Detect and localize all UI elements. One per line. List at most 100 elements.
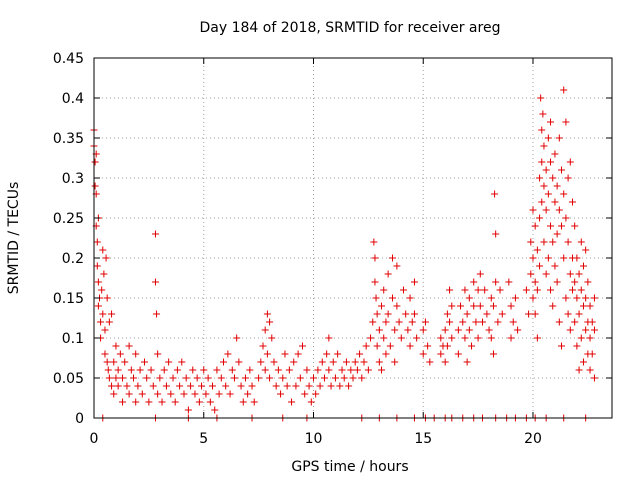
y-axis-label: SRMTID / TECUs [6, 182, 22, 295]
data-point [349, 374, 357, 382]
data-point [481, 286, 489, 294]
data-point [544, 134, 552, 142]
data-point [547, 158, 555, 166]
data-point [380, 286, 388, 294]
data-point [496, 286, 504, 294]
data-point [443, 310, 451, 318]
grid-lines [94, 58, 612, 418]
data-point [533, 246, 541, 254]
data-point [140, 358, 148, 366]
data-point [182, 374, 190, 382]
data-point [511, 294, 519, 302]
data-point [566, 326, 574, 334]
axis-ticks [93, 57, 612, 419]
data-point [151, 230, 159, 238]
data-point [103, 294, 111, 302]
data-point [551, 262, 559, 270]
data-point [91, 182, 99, 190]
data-point [586, 334, 594, 342]
data-point [154, 390, 162, 398]
data-point [498, 310, 506, 318]
data-point [263, 310, 271, 318]
data-point [132, 350, 140, 358]
data-point [314, 366, 322, 374]
data-point [345, 382, 353, 390]
data-point [489, 302, 497, 310]
data-point [560, 86, 568, 94]
data-point [454, 326, 462, 334]
data-point [244, 390, 252, 398]
data-point [542, 270, 550, 278]
data-point [323, 350, 331, 358]
data-point [492, 278, 500, 286]
y-tick-label: 0.3 [62, 171, 84, 187]
data-point [114, 382, 122, 390]
data-point [222, 382, 230, 390]
data-point [540, 238, 548, 246]
data-point [564, 174, 572, 182]
data-point [426, 358, 434, 366]
data-point [101, 350, 109, 358]
data-point [577, 238, 585, 246]
data-point [461, 334, 469, 342]
data-point [590, 374, 598, 382]
data-point [112, 374, 120, 382]
data-point [211, 406, 219, 414]
data-point [239, 398, 247, 406]
data-point [402, 310, 410, 318]
data-point [579, 262, 587, 270]
data-point [226, 390, 234, 398]
data-point [406, 294, 414, 302]
data-point [461, 286, 469, 294]
data-point [233, 334, 241, 342]
data-point [538, 126, 546, 134]
data-point [156, 374, 164, 382]
data-point [384, 270, 392, 278]
data-point [108, 382, 116, 390]
data-point [536, 214, 544, 222]
data-point [329, 358, 337, 366]
data-point [301, 390, 309, 398]
data-point [272, 382, 280, 390]
data-point [360, 358, 368, 366]
data-point [303, 366, 311, 374]
data-point [560, 190, 568, 198]
data-point [356, 350, 364, 358]
data-point [119, 398, 127, 406]
data-point [393, 262, 401, 270]
data-point [108, 310, 116, 318]
data-point [257, 358, 265, 366]
data-point [204, 374, 212, 382]
data-point [290, 358, 298, 366]
data-point [579, 302, 587, 310]
data-point [375, 326, 383, 334]
data-point [566, 270, 574, 278]
data-point [558, 166, 566, 174]
data-point [99, 310, 107, 318]
data-point [178, 358, 186, 366]
data-point [325, 334, 333, 342]
data-point [437, 334, 445, 342]
data-point [448, 334, 456, 342]
data-point [421, 318, 429, 326]
data-point [250, 398, 258, 406]
data-point [419, 350, 427, 358]
data-point [397, 334, 405, 342]
data-point [494, 318, 502, 326]
data-points [90, 86, 598, 422]
y-tick-label: 0 [75, 411, 84, 427]
data-point [391, 326, 399, 334]
data-point [151, 278, 159, 286]
data-point [105, 318, 113, 326]
data-point [575, 310, 583, 318]
data-point [562, 294, 570, 302]
data-point [555, 318, 563, 326]
data-point [586, 302, 594, 310]
data-point [529, 294, 537, 302]
data-point [560, 254, 568, 262]
data-point [544, 190, 552, 198]
data-point [448, 302, 456, 310]
data-point [373, 342, 381, 350]
data-point [261, 326, 269, 334]
data-point [582, 294, 590, 302]
